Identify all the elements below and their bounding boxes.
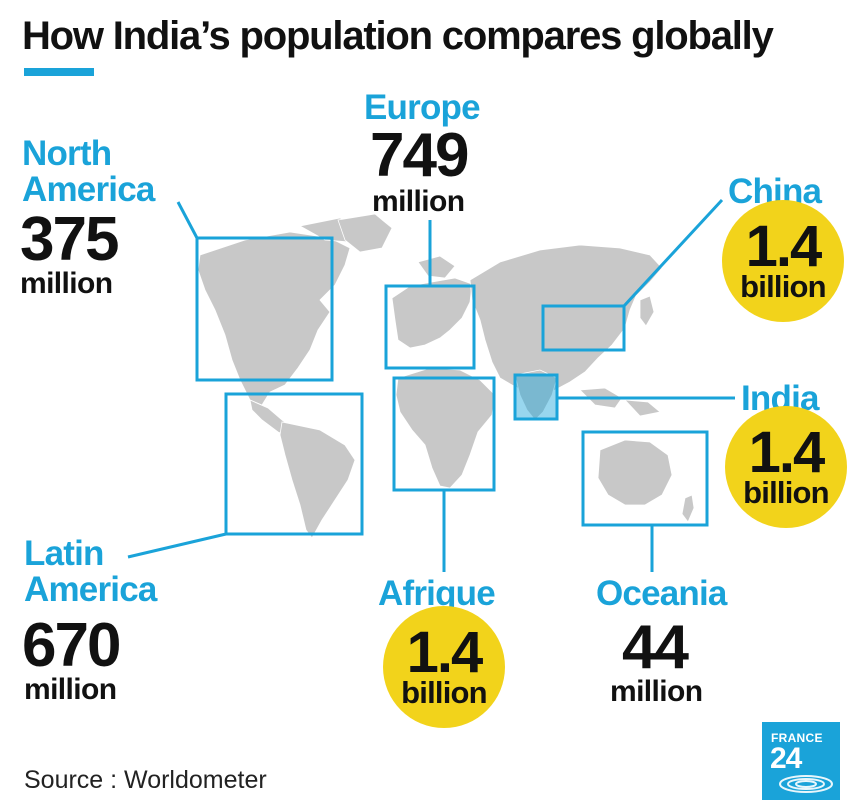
latin-america-label: Latin [24,534,104,573]
india-value-circle: 1.4 billion [725,406,847,528]
latin-america-value: 670 [22,611,121,680]
europe-label: Europe [364,88,481,127]
africa-unit: billion [401,675,487,710]
oceania-label: Oceania [596,574,727,613]
china-unit: billion [740,269,826,304]
india-box [513,373,559,421]
logo-waves-icon [779,775,833,793]
latin-america-label-line2: America [24,570,157,609]
oceania-unit: million [610,675,703,708]
china-box [541,304,626,352]
source-note: Source : Worldometer [24,766,267,794]
africa-value: 1.4 [406,620,484,685]
china-value: 1.4 [745,214,823,279]
india-unit: billion [743,475,829,510]
europe-unit: million [372,185,465,218]
north-america-box [195,236,334,382]
logo-text-line2: 24 [770,742,802,775]
france24-logo-icon: FRANCE 24 [762,722,840,800]
china-value-circle: 1.4 billion [722,200,844,322]
logo-text-line1: FRANCE [771,731,823,745]
africa-label: Afrique [378,574,496,613]
north-america-label-line2: America [22,170,155,209]
latin-america-unit: million [24,673,117,706]
latin-america-box [224,392,364,536]
oceania-value: 44 [622,613,689,682]
north-america-unit: million [20,267,113,300]
title-underline [24,68,94,76]
north-america-value: 375 [20,205,119,274]
europe-value: 749 [370,121,469,190]
page-title: How India’s population compares globally [22,14,774,58]
oceania-box [581,430,709,527]
india-value: 1.4 [748,420,826,485]
africa-value-circle: 1.4 billion [383,606,505,728]
north-america-label: North [22,134,112,173]
